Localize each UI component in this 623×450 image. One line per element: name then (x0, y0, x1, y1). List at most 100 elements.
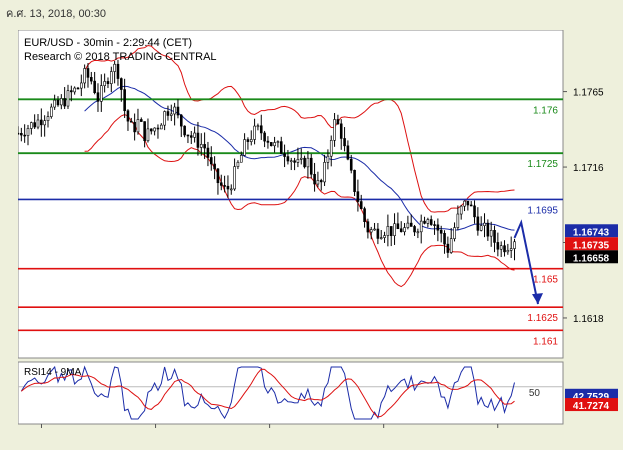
candle-body (146, 128, 150, 142)
candle-body (43, 120, 46, 126)
candle-body (366, 221, 370, 233)
candle-body (189, 135, 193, 138)
candle-body (489, 230, 493, 237)
candle-body (103, 81, 106, 86)
candle-body (90, 77, 93, 82)
candle-body (409, 222, 413, 227)
candle-body (20, 133, 23, 136)
candle-body (286, 156, 290, 162)
price-badge-label: 1.16658 (573, 253, 610, 264)
moving-average (84, 85, 515, 231)
candle-body (26, 128, 30, 136)
support-label: 1.165 (533, 275, 558, 286)
candle-body (63, 98, 66, 107)
candle-body (453, 227, 456, 239)
price-chart: 1.176 1.1725 1.1695 1.165 1.1625 1.161 42.752… (18, 30, 618, 430)
candle-body (443, 232, 446, 245)
candle-body (46, 116, 50, 122)
forecast-arrow-head (532, 293, 543, 305)
candle-body (496, 242, 500, 250)
candle-body (369, 229, 373, 233)
candle-body (149, 128, 153, 132)
rsi-badge-label: 41.7274 (573, 401, 610, 412)
candle-body (296, 159, 300, 163)
candle-body (206, 147, 210, 158)
candle-body (93, 80, 96, 93)
candle-body (136, 119, 140, 133)
x-tick-label: 13 (492, 429, 504, 430)
candle-body (219, 182, 223, 186)
candle-body (326, 155, 330, 163)
candle-body (226, 185, 230, 190)
candle-body (100, 85, 103, 102)
candle-body (423, 220, 426, 224)
candle-body (509, 248, 513, 251)
candle-body (429, 219, 433, 225)
price-pane (18, 30, 564, 359)
candle-body (466, 200, 470, 206)
candle-body (213, 163, 216, 170)
candle-body (373, 228, 376, 231)
price-tick-label: 1.1618 (573, 314, 604, 325)
candle-body (18, 132, 20, 135)
candle-body (439, 229, 443, 234)
support-label: 1.1625 (527, 313, 558, 324)
candle-body (513, 241, 516, 249)
candle-body (239, 155, 243, 163)
candle-body (139, 119, 143, 122)
candle-body (329, 140, 333, 157)
candle-body (473, 205, 476, 218)
candle-body (506, 250, 510, 253)
candle-body (403, 227, 406, 233)
candle-body (476, 216, 480, 231)
candle-body (236, 161, 240, 167)
candle-body (249, 139, 253, 142)
candle-body (186, 134, 190, 137)
candle-body (383, 235, 386, 238)
price-badge (565, 250, 618, 264)
candle-body (393, 223, 396, 236)
resistance-label: 1.176 (533, 105, 558, 116)
candle-body (229, 188, 233, 191)
candle-body (193, 132, 196, 138)
candle-body (56, 99, 60, 106)
candle-body (399, 228, 403, 233)
candle-body (259, 125, 263, 134)
candle-body (176, 106, 180, 116)
candle-body (309, 157, 313, 175)
candle-body (446, 243, 450, 253)
candle-body (166, 111, 170, 116)
price-tick-label: 1.1716 (573, 163, 604, 174)
candle-body (223, 185, 226, 187)
candle-body (246, 139, 250, 142)
candle-body (376, 228, 380, 239)
candle-body (76, 87, 80, 90)
candle-body (313, 173, 316, 185)
candle-body (269, 142, 273, 147)
candle-body (253, 125, 256, 140)
candle-body (50, 106, 53, 117)
chart-title: EUR/USD - 30min - 2:29:44 (CET) (24, 37, 192, 49)
candle-body (293, 160, 296, 163)
candle-body (66, 90, 70, 107)
candle-body (256, 125, 260, 128)
candle-body (183, 125, 186, 136)
x-tick-label: 12 (378, 429, 390, 430)
candle-body (336, 119, 340, 125)
candle-body (459, 205, 463, 215)
candle-body (363, 208, 366, 222)
candle-body (129, 120, 133, 123)
candle-body (346, 145, 350, 160)
rsi-badge-label: 42.7529 (573, 392, 610, 403)
candle-body (153, 127, 156, 132)
candle-body (110, 71, 113, 84)
candle-body (389, 226, 393, 236)
candle-body (199, 144, 203, 148)
bollinger-upper (84, 44, 515, 213)
candle-body (73, 87, 76, 93)
candle-body (263, 132, 266, 142)
price-badge-label: 1.16743 (573, 227, 610, 238)
pivot-label: 1.1695 (527, 205, 558, 216)
candle-body (486, 222, 490, 237)
candle-body (303, 157, 306, 168)
